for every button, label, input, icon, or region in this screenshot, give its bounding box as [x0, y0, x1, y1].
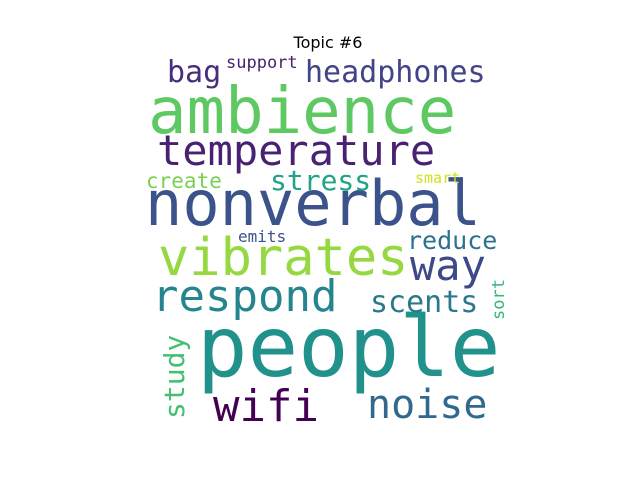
word-wifi: wifi	[213, 381, 319, 432]
word-bag: bag	[167, 55, 222, 90]
word-create: create	[146, 169, 222, 193]
word-smart: smart	[415, 169, 461, 187]
word-sort: sort	[489, 279, 509, 320]
word-ambience: ambience	[148, 75, 457, 149]
word-way: way	[410, 241, 486, 290]
word-support: support	[226, 53, 298, 73]
word-vibrates: vibrates	[158, 228, 409, 288]
word-scents: scents	[370, 285, 479, 320]
word-respond: respond	[152, 271, 338, 322]
word-temperature: temperature	[157, 126, 436, 175]
word-cloud: ambience nonverbal people temperature vibrat…	[145, 55, 515, 432]
word-stress: stress	[270, 164, 372, 197]
word-reduce: reduce	[407, 226, 498, 255]
word-noise: noise	[367, 382, 488, 428]
word-emits: emits	[238, 227, 287, 246]
word-people: people	[197, 298, 501, 396]
word-study: study	[158, 334, 191, 419]
figure-title: Topic #6	[293, 33, 363, 52]
word-nonverbal: nonverbal	[145, 167, 481, 240]
word-headphones: headphones	[305, 55, 486, 90]
